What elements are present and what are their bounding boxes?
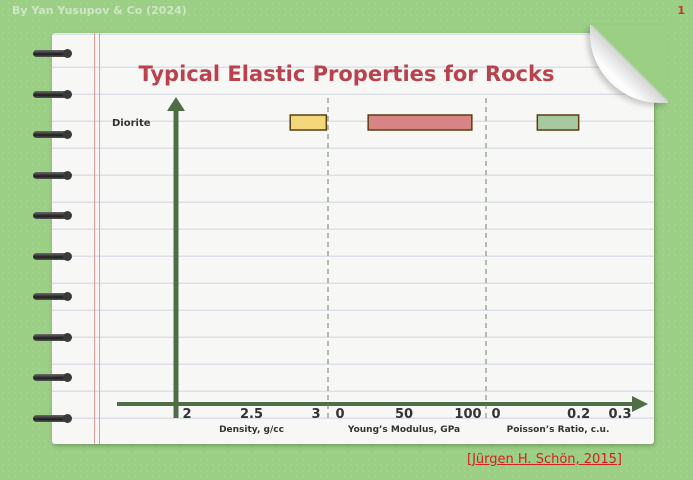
notebook-page — [52, 33, 654, 444]
x-axis-label: Density, g/cc — [219, 425, 284, 435]
spiral-ring — [33, 332, 73, 343]
x-tick-label: 3 — [311, 407, 320, 422]
chart-labels: Diorite 2 2.5 3 Density, g/cc 0 50 100 Young’s M… — [112, 118, 632, 435]
x-tick-label: 2 — [182, 407, 191, 422]
x-tick-label: 0.2 — [567, 407, 590, 422]
x-axis-label: Poisson’s Ratio, c.u. — [507, 425, 610, 435]
x-tick-label: 0 — [335, 407, 344, 422]
category-label: Diorite — [112, 118, 151, 129]
range-bar — [367, 114, 473, 131]
spiral-ring — [33, 129, 73, 140]
x-tick-label: 2.5 — [240, 407, 263, 422]
margin-line-right — [99, 33, 100, 444]
spiral-ring — [33, 89, 73, 100]
x-tick-label: 50 — [395, 407, 413, 422]
spiral-ring — [33, 291, 73, 302]
range-bar — [289, 114, 328, 131]
x-tick-label: 0 — [491, 407, 500, 422]
margin-line-left — [94, 33, 95, 444]
chart-title: Typical Elastic Properties for Rocks — [138, 62, 555, 86]
spiral-ring — [33, 210, 73, 221]
page-number: 1 — [677, 4, 685, 17]
spiral-ring — [33, 372, 73, 383]
spiral-ring — [33, 413, 73, 424]
x-axis-label: Young’s Modulus, GPa — [347, 425, 460, 435]
range-bar — [536, 114, 580, 131]
source-citation-link[interactable]: [Jürgen H. Schön, 2015] — [467, 452, 622, 467]
chart-axes — [117, 97, 648, 420]
x-tick-label: 100 — [454, 407, 481, 422]
y-axis-arrowhead — [167, 97, 185, 111]
x-tick-label: 0.3 — [608, 407, 631, 422]
spiral-ring — [33, 48, 73, 59]
chart-bars — [289, 114, 580, 131]
x-axis-arrowhead — [632, 396, 648, 412]
spiral-ring — [33, 251, 73, 262]
author-credit: By Yan Yusupov & Co (2024) — [12, 4, 187, 17]
spiral-ring — [33, 170, 73, 181]
